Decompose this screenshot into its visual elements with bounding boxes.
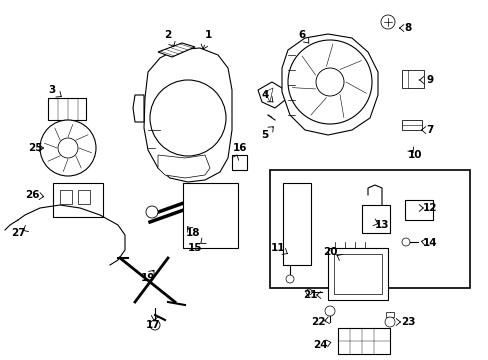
Text: 16: 16	[232, 143, 247, 153]
Bar	[53, 183, 103, 217]
Text: 15: 15	[187, 243, 202, 253]
Text: 23: 23	[400, 317, 414, 327]
Text: 4: 4	[261, 90, 268, 100]
Text: 22: 22	[310, 317, 325, 327]
Text: 26: 26	[25, 190, 39, 200]
Text: 2: 2	[164, 30, 171, 40]
Text: 13: 13	[374, 220, 388, 230]
Circle shape	[285, 275, 293, 283]
Text: 20: 20	[322, 247, 337, 257]
Circle shape	[325, 306, 334, 316]
Text: 9: 9	[426, 75, 433, 85]
Text: 6: 6	[298, 30, 305, 40]
Circle shape	[384, 317, 394, 327]
Circle shape	[305, 289, 311, 295]
Text: 19: 19	[141, 273, 155, 283]
Text: 27: 27	[11, 228, 25, 238]
Bar	[60, 190, 72, 204]
Bar	[385, 312, 393, 317]
Text: 11: 11	[270, 243, 285, 253]
Text: 24: 24	[312, 340, 326, 350]
Circle shape	[287, 40, 371, 124]
Polygon shape	[258, 82, 285, 108]
Text: 8: 8	[404, 23, 411, 33]
Text: 21: 21	[302, 290, 317, 300]
Circle shape	[40, 120, 96, 176]
Bar	[283, 183, 310, 265]
Text: 12: 12	[422, 203, 436, 213]
Polygon shape	[133, 95, 143, 122]
Bar	[337, 328, 389, 354]
Bar	[231, 155, 246, 170]
Bar	[327, 248, 387, 300]
Text: 1: 1	[204, 30, 211, 40]
Circle shape	[150, 320, 160, 330]
Bar	[269, 170, 469, 288]
Bar	[361, 205, 389, 233]
Circle shape	[150, 80, 225, 156]
Text: 17: 17	[145, 320, 160, 330]
Bar	[401, 120, 421, 130]
Circle shape	[315, 68, 343, 96]
Bar	[333, 254, 381, 294]
Circle shape	[146, 206, 158, 218]
Bar	[78, 190, 90, 204]
Bar	[183, 183, 238, 248]
Text: 5: 5	[261, 130, 268, 140]
Text: 25: 25	[28, 143, 42, 153]
Polygon shape	[143, 48, 231, 182]
Polygon shape	[158, 155, 209, 178]
Circle shape	[58, 138, 78, 158]
Text: 14: 14	[422, 238, 436, 248]
Text: 3: 3	[48, 85, 56, 95]
Polygon shape	[282, 34, 377, 135]
Bar	[401, 70, 423, 88]
Text: 10: 10	[407, 150, 421, 160]
Circle shape	[401, 238, 409, 246]
Bar	[404, 200, 432, 220]
Polygon shape	[158, 43, 195, 57]
Text: 7: 7	[426, 125, 433, 135]
Circle shape	[380, 15, 394, 29]
Text: 18: 18	[185, 228, 200, 238]
Bar	[48, 98, 86, 120]
